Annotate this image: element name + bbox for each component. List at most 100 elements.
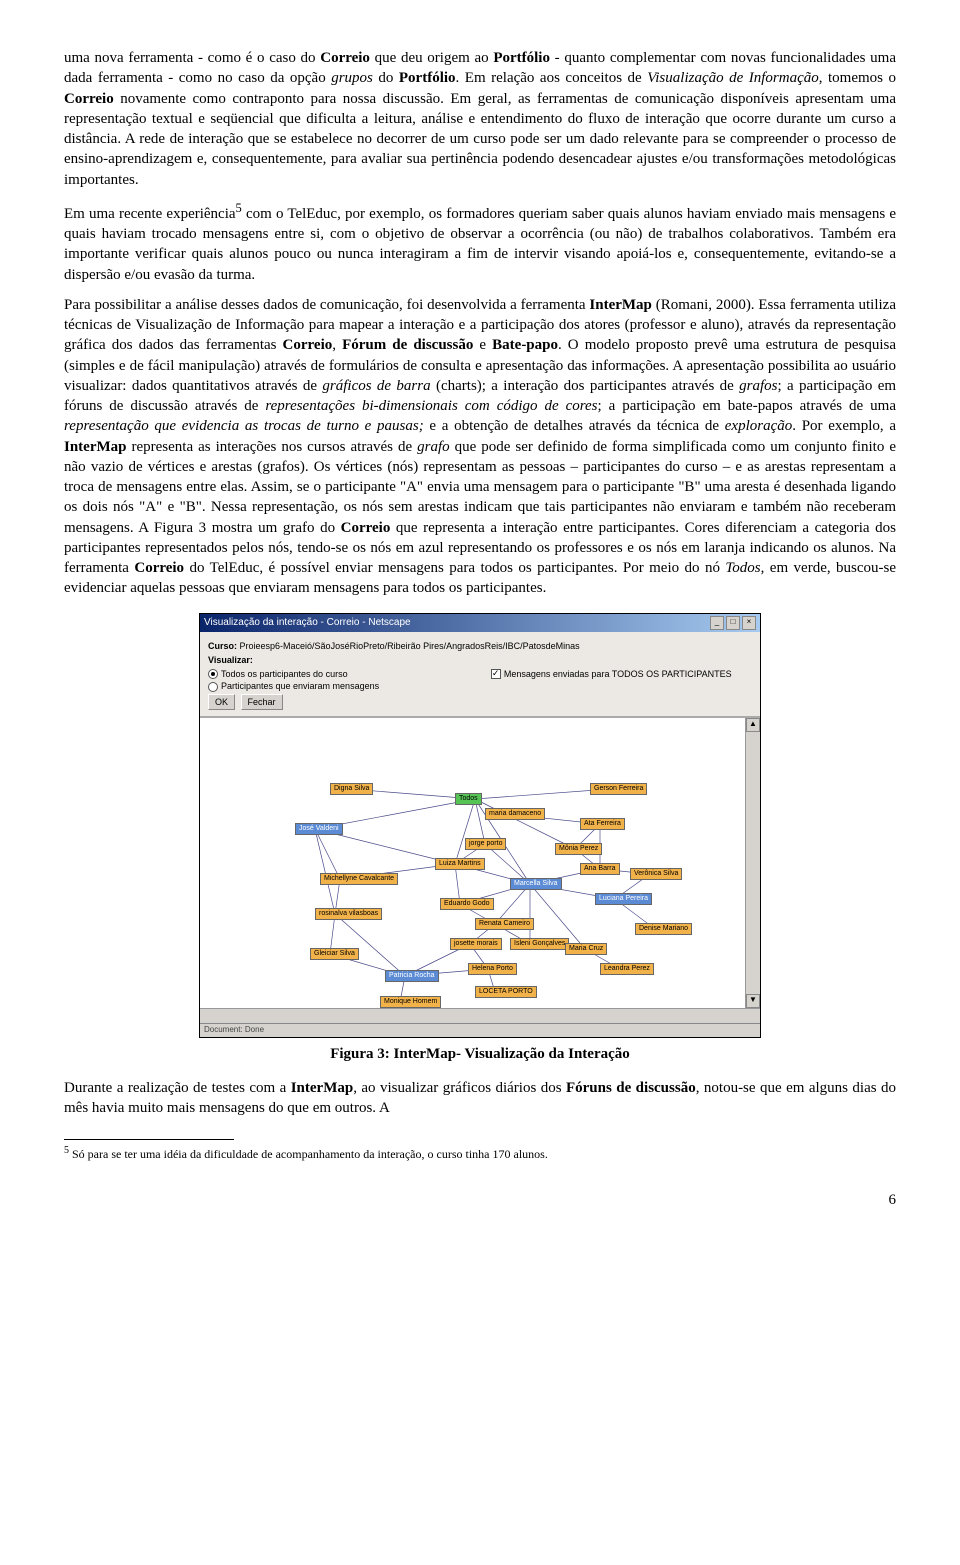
visualizar-label: Visualizar: [208, 654, 752, 666]
ok-button[interactable]: OK [208, 694, 235, 710]
term-foruns: Fóruns de discussão [566, 1080, 696, 1096]
text: e a obtenção de detalhes através da técn… [424, 418, 725, 434]
radio-icon[interactable] [208, 682, 218, 692]
term: representações bi-dimensionais com códig… [265, 398, 597, 414]
fechar-button[interactable]: Fechar [241, 694, 283, 710]
graph-node[interactable]: Eduardo Godo [440, 898, 494, 910]
scrollbar-vertical[interactable]: ▲ ▼ [745, 718, 760, 1008]
text: do TelEduc, é possível enviar mensagens … [184, 560, 725, 576]
page-number: 6 [64, 1190, 896, 1210]
graph-node[interactable]: Ata Ferreira [580, 818, 625, 830]
graph-node[interactable]: rosinalva vilasboas [315, 908, 382, 920]
graph-node[interactable]: maria damaceno [485, 808, 545, 820]
paragraph-1: uma nova ferramenta - como é o caso do C… [64, 48, 896, 190]
intermap-window: Visualização da interação - Correio - Ne… [199, 613, 761, 1038]
text: , tomemos o [819, 70, 896, 86]
scrollbar-horizontal[interactable] [200, 1008, 760, 1023]
curso-value: Proieesp6-Maceió/SãoJoséRioPreto/Ribeirã… [240, 641, 580, 651]
paragraph-4: Durante a realização de testes com a Int… [64, 1078, 896, 1119]
graph-node[interactable]: Mônia Perez [555, 843, 602, 855]
window-title: Visualização da interação - Correio - Ne… [204, 616, 708, 630]
graph-node[interactable]: Gleiciar Silva [310, 948, 359, 960]
term-portfolio: Portfólio [399, 70, 456, 86]
graph-area: ▲ ▼ Digna Silva José Valdeni Todosmaria da… [200, 717, 760, 1008]
term-forum: Fórum de discussão [342, 337, 473, 353]
graph-node[interactable]: José Valdeni [295, 823, 343, 835]
graph-node[interactable]: Helena Porto [468, 963, 517, 975]
scroll-down-icon[interactable]: ▼ [746, 994, 760, 1008]
term-grupos: grupos [331, 70, 373, 86]
graph-node[interactable]: Verônica Silva [630, 868, 682, 880]
text: , ao visualizar gráficos diários dos [353, 1080, 566, 1096]
text: novamente como contraponto para nossa di… [64, 91, 896, 188]
text: Durante a realização de testes com a [64, 1080, 291, 1096]
graph-node[interactable]: Todos [455, 793, 482, 805]
term-portfolio: Portfólio [493, 50, 550, 66]
term: grafo [417, 439, 450, 455]
term-correio: Correio [320, 50, 370, 66]
graph-node[interactable]: Renata Cameiro [475, 918, 534, 930]
text: uma nova ferramenta - como é o caso do [64, 50, 320, 66]
graph-node[interactable]: jorge porto [465, 838, 506, 850]
text: . Por exemplo, a [792, 418, 896, 434]
radio-icon[interactable] [208, 669, 218, 679]
term-correio: Correio [134, 560, 184, 576]
graph-node[interactable]: Ana Barra [580, 863, 620, 875]
figure-caption: Figura 3: InterMap- Visualização da Inte… [64, 1044, 896, 1064]
checkbox-todos-msgs[interactable]: Mensagens enviadas para TODOS OS PARTICI… [504, 669, 732, 679]
radio-enviaram[interactable]: Participantes que enviaram mensagens [221, 681, 379, 691]
text: , [332, 337, 342, 353]
term-intermap: InterMap [64, 439, 127, 455]
term-correio: Correio [341, 520, 391, 536]
window-titlebar: Visualização da interação - Correio - Ne… [200, 614, 760, 632]
graph-edge [315, 829, 335, 914]
graph-node[interactable]: Denise Mariano [635, 923, 692, 935]
footnote-text: Só para se ter uma idéia da dificuldade … [69, 1147, 548, 1161]
graph-node[interactable]: Leandra Perez [600, 963, 654, 975]
statusbar: Document: Done [200, 1023, 760, 1037]
radio-todos[interactable]: Todos os participantes do curso [221, 669, 348, 679]
text: (charts); a interação dos participantes … [431, 378, 740, 394]
paragraph-2: Em uma recente experiência5 com o TelEdu… [64, 200, 896, 285]
curso-label: Curso: [208, 641, 237, 651]
filter-panel: Curso: Proieesp6-Maceió/SãoJoséRioPreto/… [200, 632, 760, 718]
graph-node[interactable]: josette morais [450, 938, 502, 950]
footnote-separator [64, 1139, 234, 1140]
graph-node[interactable]: Luiza Martins [435, 858, 485, 870]
term: representação que evidencia as trocas de… [64, 418, 424, 434]
close-icon[interactable]: × [742, 616, 756, 630]
scroll-up-icon[interactable]: ▲ [746, 718, 760, 732]
graph-edge [335, 914, 405, 976]
term: gráficos de barra [322, 378, 430, 394]
term-visualizacao: Visualização de Informação [647, 70, 819, 86]
term-intermap: InterMap [589, 297, 652, 313]
term-correio: Correio [64, 91, 114, 107]
term: grafos [739, 378, 777, 394]
graph-node[interactable]: Isleni Gonçalves [510, 938, 569, 950]
text: representa as interações nos cursos atra… [127, 439, 418, 455]
footnote-5: 5 Só para se ter uma idéia da dificuldad… [64, 1144, 896, 1162]
text: ; a participação em bate-papos através d… [598, 398, 896, 414]
graph-node[interactable]: Maria Cruz [565, 943, 607, 955]
term-batepapo: Bate-papo [492, 337, 558, 353]
text: e [473, 337, 492, 353]
term-intermap: InterMap [291, 1080, 354, 1096]
term: exploração [725, 418, 792, 434]
text: Para possibilitar a análise desses dados… [64, 297, 589, 313]
checkbox-icon[interactable] [491, 669, 501, 679]
graph-node[interactable]: LOCETA PORTO [475, 986, 537, 998]
graph-node[interactable]: Patricia Rocha [385, 970, 439, 982]
text: . Em relação aos conceitos de [456, 70, 648, 86]
graph-node[interactable]: Monique Homem [380, 996, 441, 1008]
graph-node[interactable]: Digna Silva [330, 783, 373, 795]
graph-edge [315, 829, 340, 879]
graph-edge [455, 799, 475, 864]
term-correio: Correio [283, 337, 333, 353]
maximize-icon[interactable]: □ [726, 616, 740, 630]
text: Em uma recente experiência [64, 206, 236, 222]
minimize-icon[interactable]: _ [710, 616, 724, 630]
graph-node[interactable]: Gerson Ferreira [590, 783, 647, 795]
graph-node[interactable]: Michellyne Cavalcante [320, 873, 398, 885]
graph-node[interactable]: Luciana Pereira [595, 893, 652, 905]
graph-node[interactable]: Marcella Silva [510, 878, 562, 890]
